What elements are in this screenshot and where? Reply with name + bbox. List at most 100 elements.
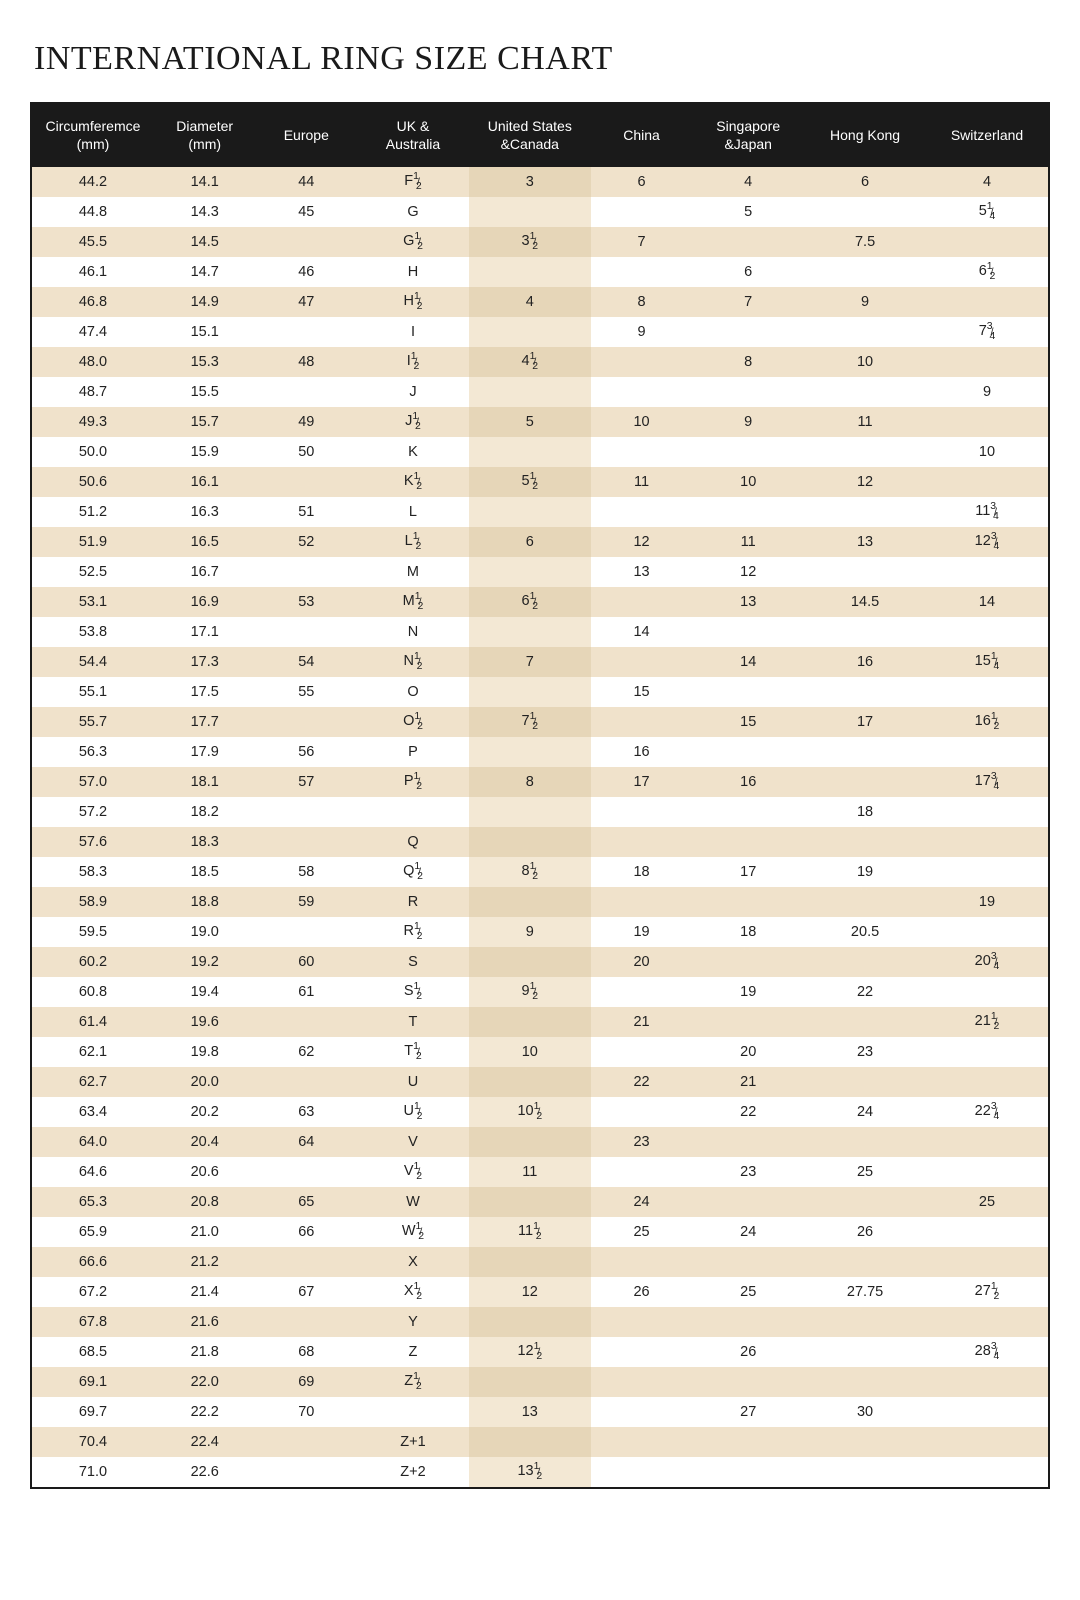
table-cell: 45.5	[32, 227, 154, 257]
table-cell: 8	[591, 287, 693, 317]
table-cell: T1/2	[357, 1037, 469, 1067]
table-cell: 60.2	[32, 947, 154, 977]
table-cell: 3	[469, 167, 591, 197]
table-cell	[926, 557, 1048, 587]
table-cell: 18.5	[154, 857, 256, 887]
table-cell: 51/2	[469, 467, 591, 497]
table-cell	[804, 557, 926, 587]
table-cell: 58.9	[32, 887, 154, 917]
table-cell	[692, 737, 804, 767]
table-cell	[926, 1307, 1048, 1337]
table-cell: 49	[256, 407, 358, 437]
table-cell: Q1/2	[357, 857, 469, 887]
table-cell: 23	[692, 1157, 804, 1187]
table-cell: U	[357, 1067, 469, 1097]
table-cell: 12	[804, 467, 926, 497]
table-cell: 22.2	[154, 1397, 256, 1427]
table-cell	[804, 317, 926, 347]
table-cell	[256, 1007, 358, 1037]
table-cell: 151/4	[926, 647, 1048, 677]
table-row: 44.214.144F1/236464	[32, 167, 1048, 197]
table-cell: 16	[804, 647, 926, 677]
table-cell: 23	[591, 1127, 693, 1157]
table-cell	[469, 197, 591, 227]
table-row: 48.715.5J9	[32, 377, 1048, 407]
table-cell	[357, 797, 469, 827]
table-cell: 55.1	[32, 677, 154, 707]
table-cell: 41/2	[469, 347, 591, 377]
table-cell: 18.2	[154, 797, 256, 827]
table-cell: 16	[692, 767, 804, 797]
table-cell	[926, 617, 1048, 647]
table-cell	[926, 917, 1048, 947]
table-cell: 61	[256, 977, 358, 1007]
table-cell: 60	[256, 947, 358, 977]
table-cell: 19	[591, 917, 693, 947]
table-cell: 10	[591, 407, 693, 437]
table-row: 46.814.947H1/24879	[32, 287, 1048, 317]
table-cell: 9	[469, 917, 591, 947]
table-cell	[804, 197, 926, 227]
table-cell: W	[357, 1187, 469, 1217]
table-cell: 63.4	[32, 1097, 154, 1127]
table-cell: 46.8	[32, 287, 154, 317]
table-cell: 64.0	[32, 1127, 154, 1157]
table-row: 44.814.345G551/4	[32, 197, 1048, 227]
table-cell: Y	[357, 1307, 469, 1337]
table-cell	[256, 1067, 358, 1097]
table-cell: 19	[926, 887, 1048, 917]
table-cell: 48.7	[32, 377, 154, 407]
table-row: 62.119.862T1/2102023	[32, 1037, 1048, 1067]
table-cell	[804, 1247, 926, 1277]
table-cell: Z+2	[357, 1457, 469, 1487]
table-cell: 55.7	[32, 707, 154, 737]
table-cell: 68	[256, 1337, 358, 1367]
table-cell: 16.7	[154, 557, 256, 587]
table-cell	[469, 257, 591, 287]
table-cell	[804, 497, 926, 527]
table-cell	[692, 377, 804, 407]
table-cell: 62	[256, 1037, 358, 1067]
table-row: 57.618.3Q	[32, 827, 1048, 857]
table-cell: 69.7	[32, 1397, 154, 1427]
table-cell: V1/2	[357, 1157, 469, 1187]
table-cell	[692, 1187, 804, 1217]
table-cell: 51.9	[32, 527, 154, 557]
table-cell: 19.2	[154, 947, 256, 977]
table-cell	[591, 1037, 693, 1067]
table-cell	[804, 887, 926, 917]
table-cell: 12	[692, 557, 804, 587]
table-cell: 22.4	[154, 1427, 256, 1457]
table-cell	[469, 557, 591, 587]
table-cell: 22.0	[154, 1367, 256, 1397]
table-cell	[469, 1307, 591, 1337]
table-cell: 13	[692, 587, 804, 617]
table-row: 50.616.1K1/251/2111012	[32, 467, 1048, 497]
table-cell: 53	[256, 587, 358, 617]
table-cell: 15.7	[154, 407, 256, 437]
table-cell	[692, 677, 804, 707]
table-cell: 44	[256, 167, 358, 197]
table-cell	[804, 767, 926, 797]
table-cell: 67.8	[32, 1307, 154, 1337]
table-header-cell: Singapore&Japan	[692, 104, 804, 167]
table-cell: 10	[692, 467, 804, 497]
table-cell	[804, 677, 926, 707]
table-row: 67.821.6Y	[32, 1307, 1048, 1337]
table-cell	[469, 1127, 591, 1157]
table-cell: 25	[591, 1217, 693, 1247]
table-cell: 20.2	[154, 1097, 256, 1127]
table-cell	[926, 1217, 1048, 1247]
table-cell: 21	[692, 1067, 804, 1097]
table-cell: 7.5	[804, 227, 926, 257]
table-cell: 11	[469, 1157, 591, 1187]
table-cell: P	[357, 737, 469, 767]
table-header-cell: Circumferemce(mm)	[32, 104, 154, 167]
table-cell	[926, 1127, 1048, 1157]
table-row: 60.819.461S1/291/21922	[32, 977, 1048, 1007]
table-cell: G1/2	[357, 227, 469, 257]
table-cell: 123/4	[926, 527, 1048, 557]
table-row: 70.422.4Z+1	[32, 1427, 1048, 1457]
table-cell	[256, 617, 358, 647]
table-cell: 10	[804, 347, 926, 377]
